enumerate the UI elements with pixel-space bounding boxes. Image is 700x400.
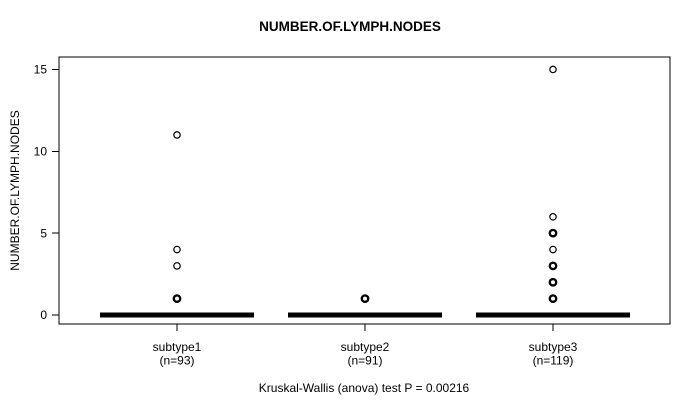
y-tick-label: 10: [34, 145, 48, 159]
outlier-point: [548, 294, 558, 304]
x-group-count: (n=91): [347, 354, 382, 368]
y-axis-label: NUMBER.OF.LYMPH.NODES: [8, 110, 22, 270]
box-median-line: [476, 312, 630, 318]
x-group-label: subtype1: [153, 340, 202, 354]
y-tick-label: 0: [40, 308, 47, 322]
y-tick-label: 15: [34, 63, 48, 77]
outlier-point: [548, 261, 558, 271]
x-group-label: subtype2: [341, 340, 390, 354]
x-group-count: (n=119): [533, 354, 574, 368]
x-group-label: subtype3: [529, 340, 578, 354]
chart-title: NUMBER.OF.LYMPH.NODES: [259, 19, 441, 34]
plot-dynamic-layer: 0 5 10 15 subtype1(n=93) subtype2(n=91) subtyp…: [34, 56, 671, 368]
outlier-point: [548, 277, 558, 287]
outlier-point: [549, 245, 557, 254]
outlier-point: [172, 294, 182, 304]
outlier-point: [173, 131, 181, 139]
plot-border: [58, 56, 671, 325]
outlier-point: [549, 65, 557, 74]
outlier-point: [549, 212, 557, 221]
x-group-count: (n=93): [159, 354, 194, 368]
outlier-point: [173, 262, 181, 270]
outlier-point: [360, 294, 370, 304]
y-tick-label: 5: [40, 226, 47, 240]
outlier-point: [173, 245, 181, 254]
outlier-point: [548, 228, 558, 238]
box-median-line: [288, 312, 442, 318]
box-median-line: [100, 312, 254, 318]
stat-test-caption: Kruskal-Wallis (anova) test P = 0.00216: [259, 381, 470, 395]
